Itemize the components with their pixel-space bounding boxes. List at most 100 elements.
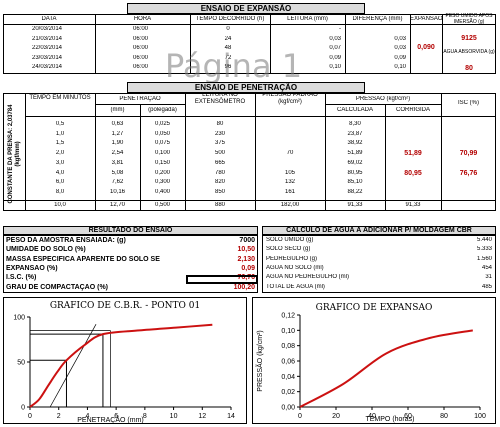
- penetracao-cell-tempo: 2,0: [55, 150, 65, 157]
- penetracao-header-polegada: (polegada): [148, 107, 177, 113]
- penetracao-header-tempo: TEMPO EM MINUTOS: [29, 95, 91, 101]
- penetracao-table: [3, 93, 496, 211]
- penetracao-cell-pol: 0,400: [154, 188, 170, 195]
- expansao-cell-tempo: 0: [226, 26, 230, 32]
- resultado-value: 100,20: [233, 283, 255, 291]
- cbr-x-tick-label: 10: [170, 413, 178, 420]
- expansao-x-tick-label: 100: [474, 413, 486, 420]
- penetracao-cell-pol: 0,075: [154, 140, 170, 147]
- expansao-cell-tempo: 24: [224, 35, 232, 42]
- cbr-x-tick-label: 6: [114, 413, 118, 420]
- penetracao-header-pressao-padrao: PRESSÃO PADRÃO (kgf/cm²): [262, 92, 318, 105]
- expansao-cell-hora: 06:00: [132, 45, 148, 51]
- expansao-x-label: TEMPO (horas): [365, 416, 414, 423]
- penetracao-cell-calc: 51,89: [347, 150, 363, 157]
- penetracao-cell-mm: 2,54: [111, 150, 124, 157]
- penetracao-header-pressao: PRESSÃO (kgf/cm²): [355, 96, 411, 102]
- expansao-header-leitura: LEITURA (mm): [287, 16, 328, 22]
- peso-umido-value: 9125: [461, 35, 477, 42]
- resultado-value: 2,130: [237, 255, 255, 263]
- penetracao-cell-padrao: 70: [286, 150, 294, 157]
- penetracao-cell-tempo: 8,0: [55, 188, 65, 195]
- expansao-cell-hora: 06:00: [132, 35, 148, 42]
- calculo-agua-title: CÁLCULO DE ÁGUA À ADICIONAR P/ MOLDAGEM …: [262, 226, 496, 235]
- calculo-agua-label: TOTAL DE ÁGUA (ml): [266, 283, 325, 290]
- penetracao-cell-isc: 76,76: [459, 169, 478, 177]
- expansao-cell-data: 24/03/2014: [31, 64, 63, 70]
- resultado-label: I.S.C. (%): [6, 274, 37, 282]
- expansao-y-label: PRESSÃO (kg/cm²): [255, 330, 264, 391]
- penetracao-cell-calc: 88,22: [347, 188, 363, 195]
- expansao-cell-tempo: 96: [224, 64, 232, 70]
- resultado-value: 0,09: [241, 264, 255, 272]
- expansao-cell-data: 22/03/2014: [31, 45, 63, 51]
- penetracao-cell-mm: 5,08: [111, 169, 124, 176]
- resultado-table: [3, 235, 258, 293]
- cbr-x-tick-label: 2: [57, 413, 61, 420]
- resultado-label: EXPANSÃO (%): [6, 264, 58, 272]
- expansao-cell-tempo: 48: [224, 45, 232, 51]
- expansao-chart-panel: [252, 297, 496, 424]
- penetracao-cell-pol: 0,025: [154, 121, 170, 127]
- agua-absorvida-label: ÁGUA ABSORVIDA (g): [443, 49, 495, 55]
- penetracao-cell-calc: 91,33: [347, 202, 363, 208]
- expansao-header-data: DATA: [41, 16, 57, 22]
- calculo-agua-value: 5.440: [476, 237, 492, 243]
- expansao-header-hora: HORA: [133, 16, 152, 22]
- expansao-header-diferenca: DIFERENÇA (mm): [352, 16, 403, 22]
- expansao-y-tick-label: 0,06: [281, 359, 295, 366]
- expansao-cell-leitura: 0,09: [329, 54, 341, 61]
- expansao-cell-diferenca: 0,03: [394, 35, 406, 42]
- expansao-x-tick-label: 80: [440, 413, 448, 420]
- penetracao-cell-leitura: 375: [214, 140, 225, 147]
- expansao-x-tick-label: 40: [368, 413, 376, 420]
- calculo-agua-label: ÁGUA NO SOLO (ml): [266, 264, 324, 271]
- penetracao-cell-calc: 69,02: [347, 159, 363, 166]
- cbr-x-label: PENETRAÇÃO (mm): [77, 415, 144, 424]
- penetracao-cell-padrao: 132: [284, 179, 295, 186]
- calculo-agua-value: 5.333: [476, 246, 492, 253]
- calculo-agua-label: SOLO SECO (g): [266, 246, 311, 253]
- penetracao-cell-leitura: 820: [214, 179, 225, 186]
- agua-absorvida-value: 80: [465, 65, 473, 72]
- cbr-y-tick-label: 100: [13, 315, 25, 322]
- calculo-agua-value: 485: [481, 283, 492, 290]
- page-watermark: Página 1: [165, 47, 303, 85]
- expansao-cell-data: 23/03/2014: [31, 54, 63, 61]
- expansao-cell-leitura: 0,07: [329, 45, 341, 51]
- penetracao-cell-pol: 0,150: [154, 159, 170, 166]
- expansao-y-tick-label: 0,04: [281, 374, 295, 381]
- calculo-agua-value: 454: [481, 264, 492, 271]
- cbr-chart-panel: [3, 297, 247, 424]
- expansao-chart: 0 20 40 60 80 100 0,00 0,02 0,04 0,06 0,08 0,10 0,12…: [255, 313, 486, 424]
- expansao-x-tick-label: 60: [404, 413, 412, 420]
- penetracao-header-calculada: CALCULADA: [336, 107, 373, 113]
- cbr-x-tick-label: 4: [85, 413, 89, 420]
- resultado-value: 76,76: [237, 274, 255, 282]
- penetracao-cell-leitura: 780: [214, 169, 225, 176]
- constante-prensa-label: CONSTANTE DA PRENSA: 2,03784 (kgf/mm): [8, 104, 21, 204]
- calculo-agua-value: 31: [485, 274, 492, 281]
- calculo-agua-label: ÁGUA NO PEDREGULHO (ml): [266, 274, 350, 281]
- penetracao-cell-calc: 38,92: [347, 140, 363, 147]
- penetracao-header-isc: ISC (%): [458, 100, 479, 106]
- expansao-cell-leitura: 0,03: [329, 35, 341, 42]
- resultado-label: MASSA ESPECIFICA APARENTE DO SOLO SE: [6, 255, 160, 263]
- penetracao-cell-mm: 0,63: [111, 121, 124, 127]
- calculo-agua-label: SOLO ÚMIDO (g): [266, 237, 314, 243]
- expansao-x-tick-label: 20: [332, 413, 340, 420]
- expansao-y-tick-label: 0,00: [281, 405, 295, 412]
- penetracao-cell-tempo: 0,5: [55, 121, 65, 127]
- expansao-value: 0,090: [417, 44, 435, 51]
- penetracao-cell-corr: 91,33: [405, 202, 421, 208]
- penetracao-cell-mm: 1,27: [111, 130, 124, 137]
- penetracao-cell-tempo: 1,5: [55, 140, 65, 147]
- calculo-agua-label: PEDREGULHO (g): [266, 255, 318, 262]
- expansao-cell-hora: 06:00: [132, 54, 148, 61]
- expansao-cell-tempo: 72: [224, 54, 232, 61]
- penetracao-cell-tempo: 10,0: [54, 202, 66, 208]
- penetracao-header-corrigida: CORRIGIDA: [395, 107, 430, 113]
- cbr-chart: 0 2 4 6 8 10 12 14 0 50 100 PENETRAÇÃO (mm): [13, 315, 235, 425]
- penetracao-cell-leitura: 665: [214, 159, 225, 166]
- penetracao-cell-pol: 0,500: [154, 202, 170, 208]
